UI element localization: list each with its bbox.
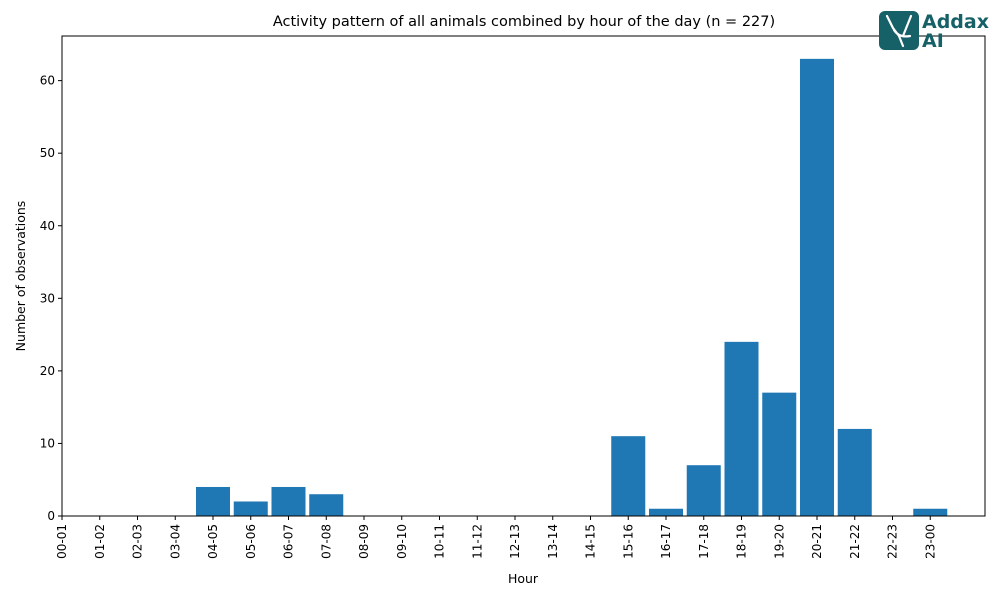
x-tick-label: 07-08 xyxy=(319,524,333,559)
y-tick-label: 40 xyxy=(40,219,55,233)
x-tick-label: 22-23 xyxy=(886,524,900,559)
x-tick-label: 10-11 xyxy=(433,524,447,559)
y-axis-label: Number of observations xyxy=(13,201,28,352)
x-tick-label: 18-19 xyxy=(735,524,749,559)
bar-04-05 xyxy=(196,486,230,516)
bar-20-21 xyxy=(800,58,834,516)
chart-title: Activity pattern of all animals combined… xyxy=(273,14,775,30)
bar-15-16 xyxy=(611,436,646,516)
y-tick-label: 0 xyxy=(47,509,55,523)
x-axis-ticks: 00-01 01-02 02-03 03-04 04-05 05-06 06-07 07-08… xyxy=(55,516,937,559)
bar-23-00 xyxy=(913,508,948,516)
y-tick-label: 20 xyxy=(40,364,55,378)
x-tick-label: 08-09 xyxy=(357,524,371,559)
x-tick-label: 17-18 xyxy=(697,524,711,559)
x-tick-label: 21-22 xyxy=(848,524,862,559)
x-tick-label: 00-01 xyxy=(55,524,69,559)
bar-21-22 xyxy=(837,428,872,516)
bar-06-07 xyxy=(271,486,306,516)
y-axis-ticks: 0 10 20 30 40 50 60 xyxy=(40,74,62,523)
bar-07-08 xyxy=(309,494,344,516)
x-tick-label: 01-02 xyxy=(93,524,107,559)
logo-text-line2: AI xyxy=(922,30,944,52)
x-tick-label: 14-15 xyxy=(584,524,598,559)
x-tick-label: 03-04 xyxy=(168,524,182,559)
x-tick-label: 04-05 xyxy=(206,524,220,559)
x-tick-label: 02-03 xyxy=(131,524,145,559)
y-tick-label: 50 xyxy=(40,146,55,160)
addax-logo-icon xyxy=(879,11,919,50)
bars-group xyxy=(196,58,948,516)
y-tick-label: 30 xyxy=(40,291,55,305)
x-tick-label: 05-06 xyxy=(244,524,258,559)
x-tick-label: 12-13 xyxy=(508,524,522,559)
x-tick-label: 13-14 xyxy=(546,524,560,559)
y-tick-label: 10 xyxy=(40,436,55,450)
bar-19-20 xyxy=(762,392,797,516)
bar-16-17 xyxy=(649,508,683,516)
x-tick-label: 19-20 xyxy=(772,524,786,559)
x-tick-label: 15-16 xyxy=(621,524,635,559)
bar-17-18 xyxy=(686,465,721,516)
plot-frame xyxy=(61,35,986,517)
logo-text-line1: Addax xyxy=(922,11,989,33)
x-tick-label: 20-21 xyxy=(810,524,824,559)
x-tick-label: 09-10 xyxy=(395,524,409,559)
bar-05-06 xyxy=(233,501,268,516)
x-axis-label: Hour xyxy=(508,571,539,586)
addax-logo: Addax AI xyxy=(879,11,989,52)
bar-18-19 xyxy=(724,341,759,516)
x-tick-label: 23-00 xyxy=(923,524,937,559)
y-tick-label: 60 xyxy=(40,74,55,88)
x-tick-label: 16-17 xyxy=(659,524,673,559)
antelope-head-icon xyxy=(885,14,913,48)
x-tick-label: 06-07 xyxy=(282,524,296,559)
x-tick-label: 11-12 xyxy=(470,524,484,559)
